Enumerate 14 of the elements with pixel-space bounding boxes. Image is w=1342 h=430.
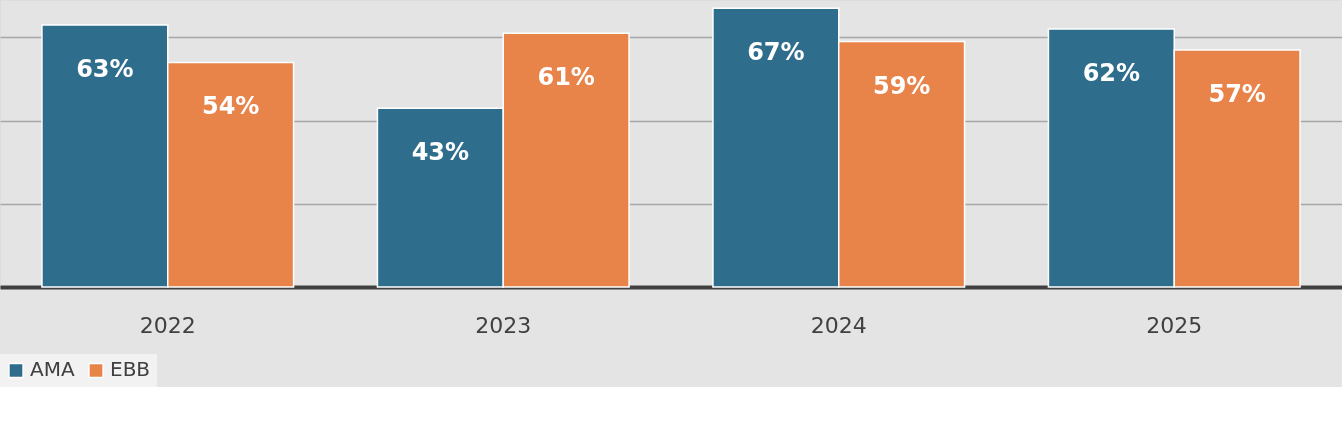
data-label: 62% <box>1082 59 1141 88</box>
x-tick-label: 2025 <box>1146 312 1203 338</box>
data-label: 57% <box>1208 79 1266 108</box>
data-label: 67% <box>747 38 805 67</box>
x-tick-label: 2023 <box>475 312 532 338</box>
legend-label: AMA <box>30 357 75 382</box>
legend-label: EBB <box>110 357 151 382</box>
x-tick-label: 2024 <box>810 312 867 338</box>
data-label: 59% <box>872 71 931 100</box>
x-tick-label: 2022 <box>139 312 196 338</box>
data-label: 63% <box>76 54 134 83</box>
data-label: 61% <box>537 63 595 92</box>
data-label: 43% <box>411 138 470 167</box>
data-label: 54% <box>201 92 260 121</box>
